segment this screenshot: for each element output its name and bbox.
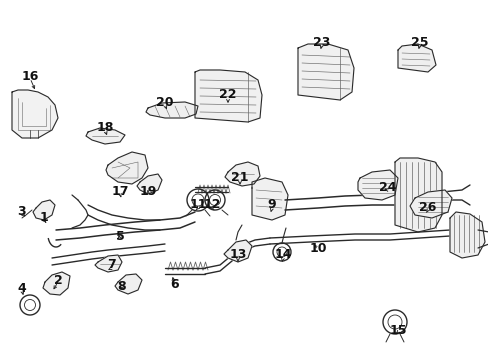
Text: 3: 3 [18, 206, 26, 219]
Polygon shape [95, 255, 122, 272]
Text: 9: 9 [267, 198, 276, 211]
Text: 17: 17 [111, 185, 128, 198]
Polygon shape [195, 70, 262, 122]
Polygon shape [33, 200, 55, 220]
Text: 23: 23 [313, 36, 330, 49]
Polygon shape [357, 170, 397, 200]
Text: 6: 6 [170, 279, 179, 292]
Text: 4: 4 [18, 282, 26, 294]
Polygon shape [449, 212, 484, 258]
Polygon shape [224, 162, 260, 186]
Text: 16: 16 [21, 69, 39, 82]
Text: 24: 24 [379, 181, 396, 194]
Text: 13: 13 [229, 248, 246, 261]
Polygon shape [397, 44, 435, 72]
Polygon shape [43, 272, 70, 295]
Polygon shape [224, 240, 251, 262]
Text: 19: 19 [139, 185, 156, 198]
Text: 18: 18 [96, 121, 113, 135]
Polygon shape [409, 190, 451, 218]
Text: 25: 25 [410, 36, 428, 49]
Polygon shape [137, 174, 162, 194]
Polygon shape [115, 274, 142, 294]
Polygon shape [106, 152, 148, 184]
Polygon shape [251, 178, 287, 220]
Text: 8: 8 [118, 279, 126, 292]
Polygon shape [297, 44, 353, 100]
Text: 20: 20 [156, 96, 173, 109]
Text: 2: 2 [54, 274, 62, 287]
Text: 10: 10 [308, 242, 326, 255]
Polygon shape [12, 90, 58, 138]
Text: 26: 26 [418, 202, 436, 215]
Text: 22: 22 [219, 89, 236, 102]
Text: 1: 1 [40, 211, 48, 225]
Text: 5: 5 [115, 230, 124, 243]
Polygon shape [394, 158, 441, 232]
Text: 14: 14 [274, 248, 291, 261]
Text: 12: 12 [203, 198, 220, 211]
Polygon shape [146, 102, 198, 118]
Text: 15: 15 [388, 324, 406, 337]
Polygon shape [86, 128, 125, 144]
Text: 21: 21 [231, 171, 248, 184]
Text: 7: 7 [107, 258, 116, 271]
Text: 11: 11 [189, 198, 206, 211]
